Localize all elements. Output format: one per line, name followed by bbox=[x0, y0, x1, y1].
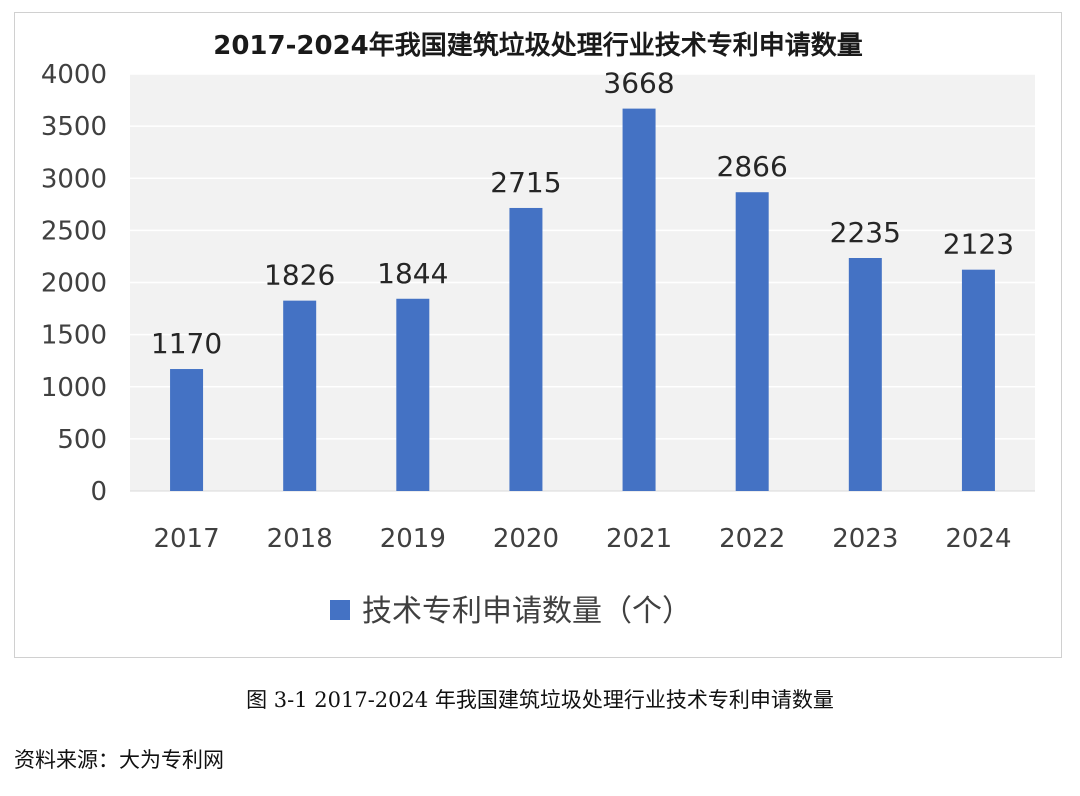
y-tick-label: 500 bbox=[57, 425, 107, 455]
bar bbox=[961, 269, 995, 491]
y-tick-label: 3500 bbox=[41, 112, 107, 142]
legend-label: 技术专利申请数量（个） bbox=[362, 594, 692, 629]
y-tick-label: 1000 bbox=[41, 373, 107, 403]
y-tick-label: 2500 bbox=[41, 216, 107, 246]
y-tick-label: 2000 bbox=[41, 269, 107, 299]
y-tick-label: 0 bbox=[90, 477, 107, 507]
bar bbox=[848, 258, 882, 491]
data-label: 1170 bbox=[151, 327, 222, 360]
data-label: 3668 bbox=[603, 67, 674, 100]
bar-chart: 2017-2024年我国建筑垃圾处理行业技术专利申请数量 0 500 1000 150… bbox=[41, 30, 1035, 629]
x-tick-label: 2023 bbox=[832, 524, 898, 554]
bar bbox=[396, 298, 430, 491]
y-tick-label: 4000 bbox=[41, 60, 107, 90]
x-tick-label: 2022 bbox=[719, 524, 785, 554]
data-label: 2715 bbox=[490, 166, 561, 199]
chart-title: 2017-2024年我国建筑垃圾处理行业技术专利申请数量 bbox=[213, 30, 863, 61]
data-label: 2235 bbox=[830, 216, 901, 249]
y-tick-label: 1500 bbox=[41, 321, 107, 351]
gridlines bbox=[130, 73, 1035, 492]
data-label: 1826 bbox=[264, 259, 335, 292]
data-label: 2866 bbox=[717, 150, 788, 183]
x-tick-label: 2021 bbox=[606, 524, 672, 554]
bar bbox=[283, 300, 317, 491]
data-label: 2123 bbox=[943, 228, 1014, 261]
x-tick-label: 2020 bbox=[493, 524, 559, 554]
data-labels: 1170 1826 1844 2715 3668 2866 2235 2123 bbox=[151, 67, 1014, 360]
bar bbox=[735, 192, 769, 492]
source-note: 资料来源：大为专利网 bbox=[14, 748, 224, 772]
bar bbox=[509, 207, 543, 491]
y-tick-label: 3000 bbox=[41, 164, 107, 194]
data-label: 1844 bbox=[377, 257, 448, 290]
bar bbox=[170, 369, 204, 491]
bar bbox=[622, 108, 656, 492]
y-axis-ticks: 0 500 1000 1500 2000 2500 3000 3500 4000 bbox=[41, 60, 107, 507]
figure-caption: 图 3-1 2017-2024 年我国建筑垃圾处理行业技术专利申请数量 bbox=[246, 688, 834, 712]
legend-swatch bbox=[330, 600, 350, 620]
x-tick-label: 2019 bbox=[380, 524, 446, 554]
bars bbox=[170, 108, 995, 492]
x-tick-label: 2024 bbox=[945, 524, 1011, 554]
x-axis-ticks: 2017 2018 2019 2020 2021 2022 2023 2024 bbox=[153, 524, 1011, 554]
x-tick-label: 2018 bbox=[267, 524, 333, 554]
x-tick-label: 2017 bbox=[153, 524, 219, 554]
legend: 技术专利申请数量（个） bbox=[330, 594, 692, 629]
